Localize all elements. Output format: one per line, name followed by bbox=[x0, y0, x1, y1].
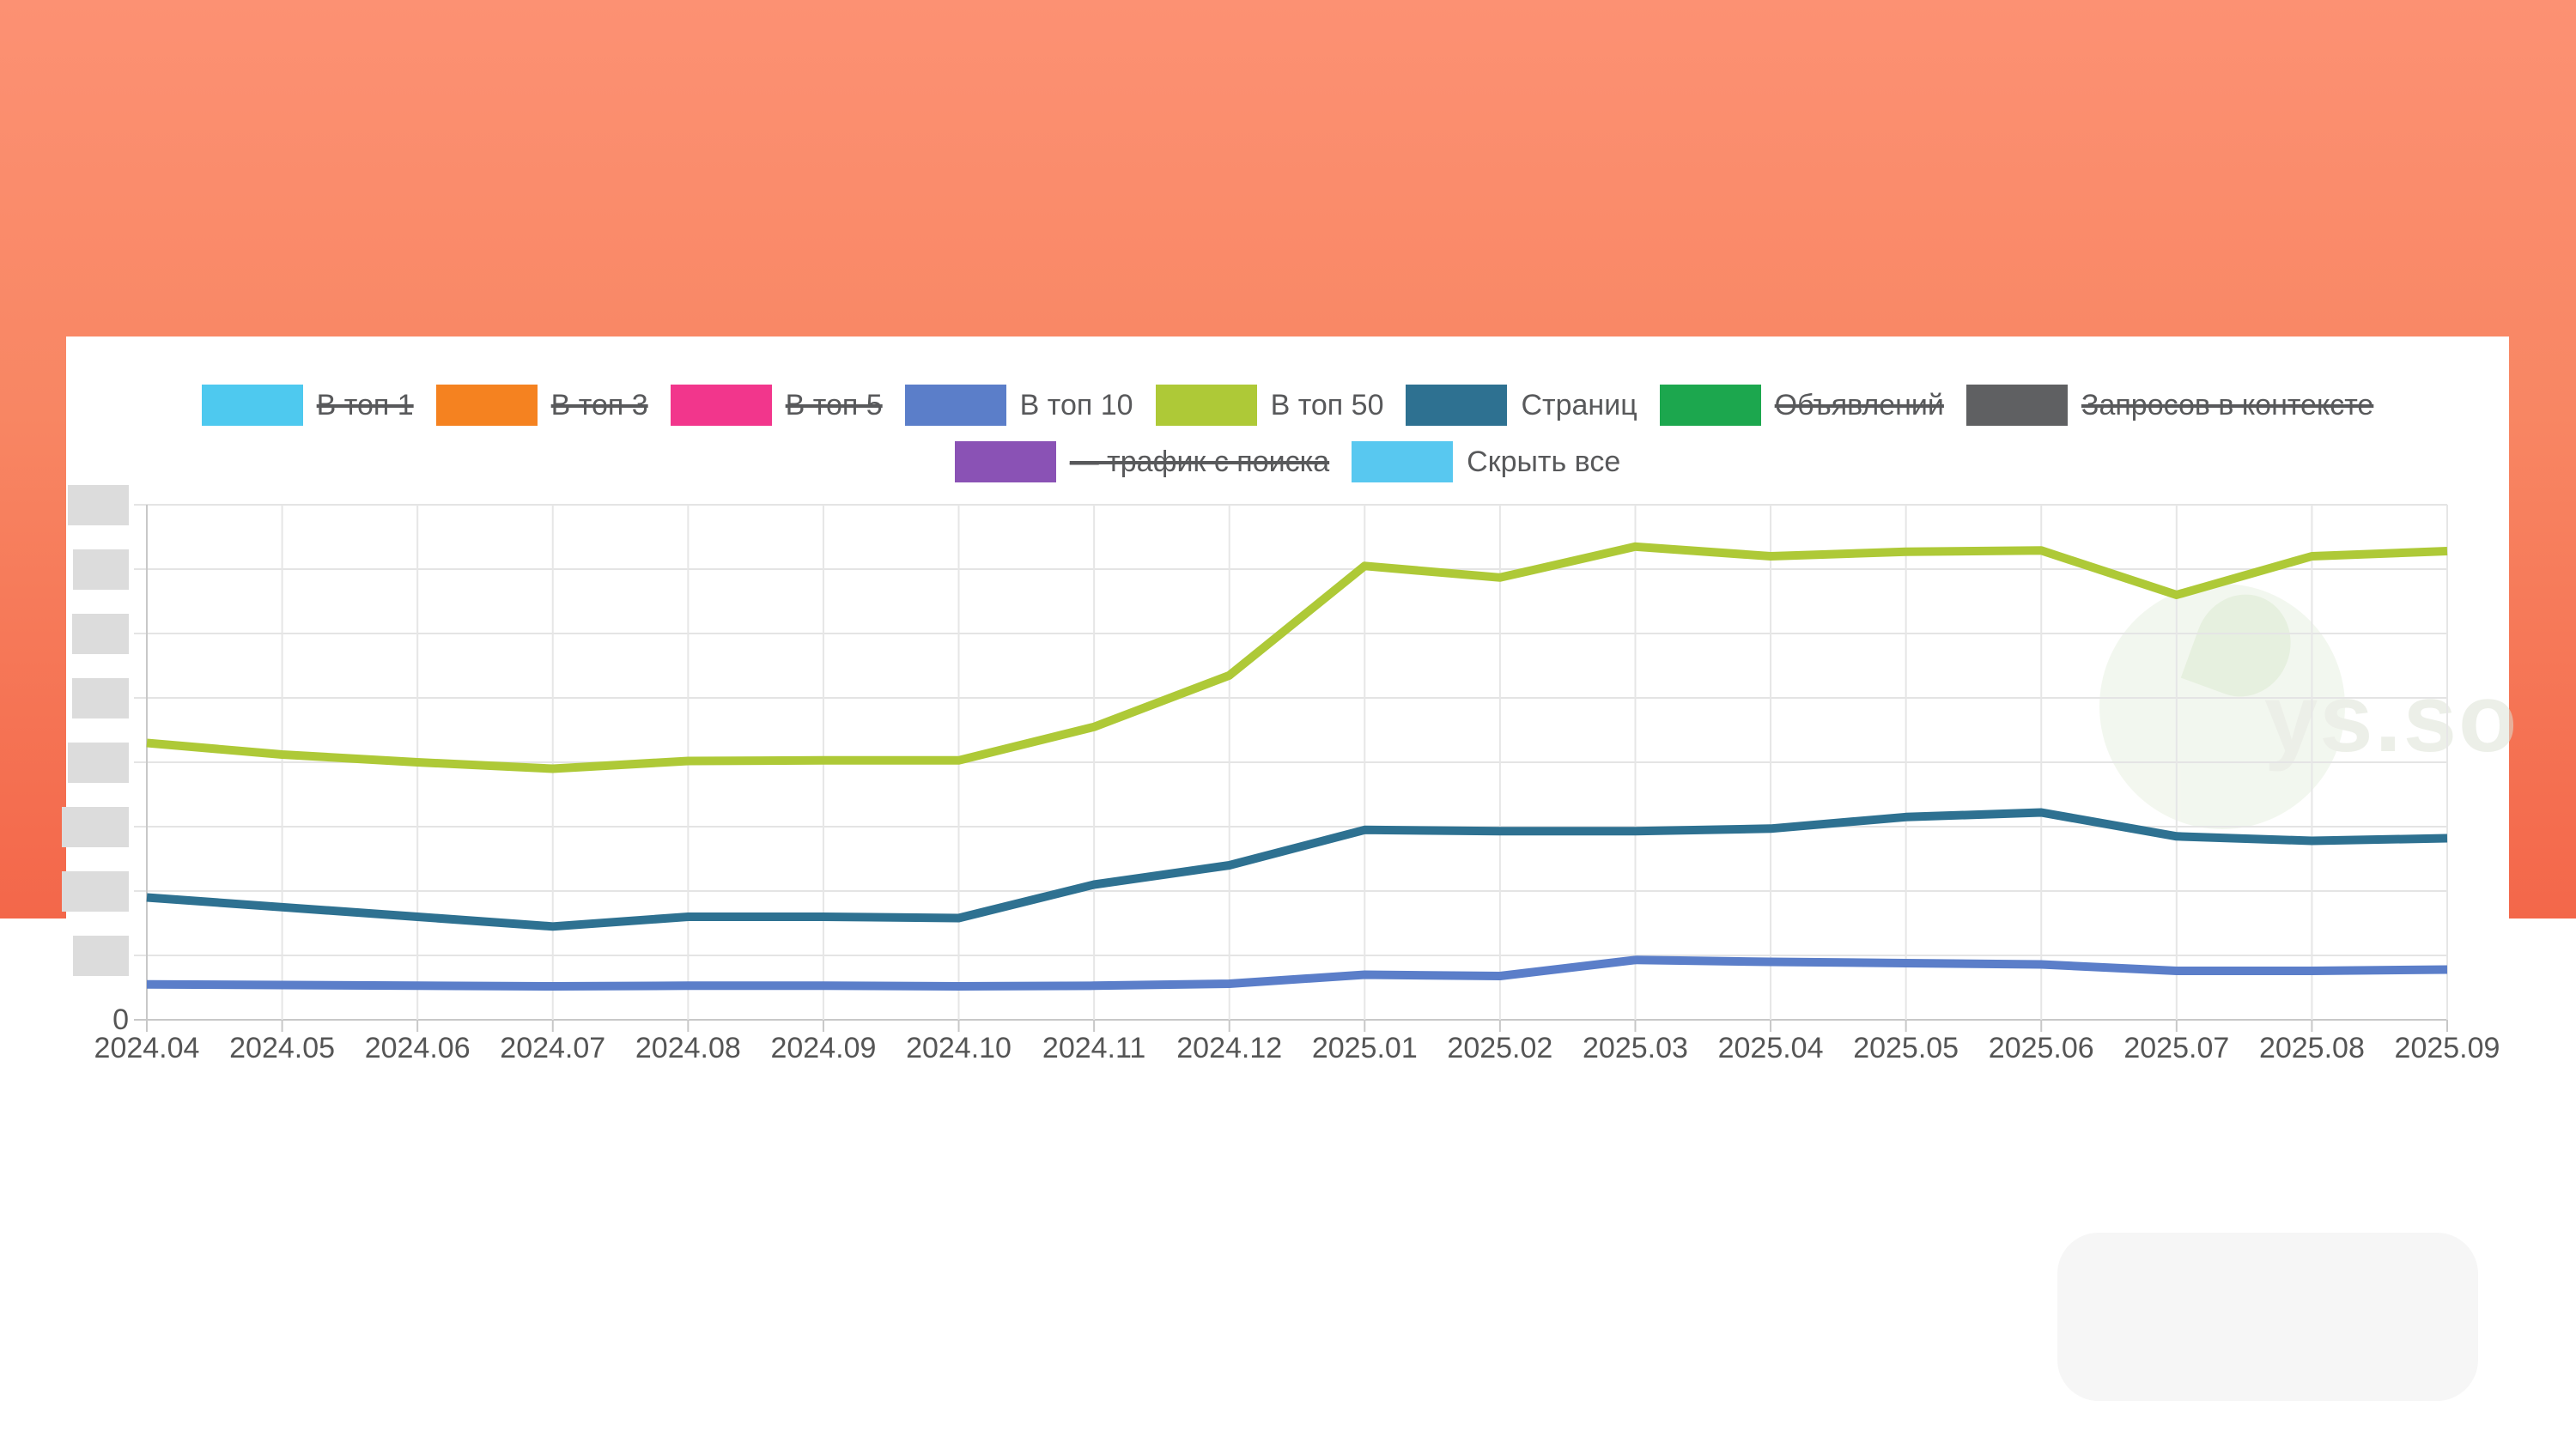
redacted-y-tick-label bbox=[73, 549, 129, 590]
x-axis-label: 2024.06 bbox=[364, 1032, 471, 1064]
x-axis-label: 2025.06 bbox=[1988, 1032, 2094, 1064]
legend-label: Страниц bbox=[1521, 389, 1637, 421]
legend-swatch bbox=[1155, 385, 1257, 426]
legend-label: Объявлений bbox=[1774, 389, 1944, 421]
series-line-в-топ-10 bbox=[146, 955, 2448, 991]
bottom-right-ghost-card bbox=[2057, 1233, 2478, 1401]
legend-label: В топ 1 bbox=[316, 389, 414, 421]
series-line-страниц bbox=[146, 808, 2448, 931]
legend-label: В топ 50 bbox=[1270, 389, 1384, 421]
x-axis-label: 2024.04 bbox=[94, 1032, 200, 1064]
legend-label: Запросов в контексте bbox=[2081, 389, 2374, 421]
redacted-y-tick-label bbox=[73, 936, 129, 976]
chart-legend-row-1: В топ 1 В топ 3 В топ 5 В топ 10 В топ 50 Стр… bbox=[66, 385, 2509, 426]
x-axis-label: 2025.03 bbox=[1583, 1032, 1688, 1064]
legend-item-трафик-с-поиска[interactable]: — трафик с поиска bbox=[954, 441, 1330, 482]
x-axis-label: 2024.12 bbox=[1176, 1032, 1283, 1064]
series-line-в-топ-50 bbox=[146, 542, 2448, 773]
redacted-y-tick-label bbox=[72, 678, 129, 718]
legend-item-в-топ-5[interactable]: В топ 5 bbox=[670, 385, 883, 426]
legend-item-скрыть-все[interactable]: Скрыть все bbox=[1352, 441, 1620, 482]
x-axis-label: 2024.08 bbox=[635, 1032, 741, 1064]
x-axis-label: 2025.04 bbox=[1717, 1032, 1824, 1064]
legend-swatch bbox=[670, 385, 772, 426]
redacted-y-tick-label bbox=[62, 871, 129, 912]
redacted-y-tick-label bbox=[72, 614, 129, 654]
x-axis-label: 2024.11 bbox=[1042, 1032, 1146, 1064]
chart-panel: В топ 1 В топ 3 В топ 5 В топ 10 В топ 50 Стр… bbox=[62, 336, 2517, 1084]
x-axis-label: 2024.09 bbox=[770, 1032, 877, 1064]
legend-swatch bbox=[954, 441, 1056, 482]
line-chart-plot-area bbox=[134, 504, 2448, 1032]
x-axis-labels: 2024.04 2024.05 2024.06 2024.07 2024.08 2024.… bbox=[66, 1032, 2509, 1071]
legend-swatch bbox=[1659, 385, 1761, 426]
redacted-y-tick-label bbox=[62, 807, 129, 847]
legend-label: Скрыть все bbox=[1467, 446, 1621, 478]
legend-label: В топ 5 bbox=[785, 389, 883, 421]
legend-item-в-топ-3[interactable]: В топ 3 bbox=[435, 385, 648, 426]
x-axis-label: 2025.07 bbox=[2123, 1032, 2230, 1064]
x-axis-label: 2025.05 bbox=[1853, 1032, 1959, 1064]
x-axis-label: 2025.01 bbox=[1311, 1032, 1418, 1064]
legend-item-в-топ-1[interactable]: В топ 1 bbox=[201, 385, 414, 426]
legend-label: — трафик с поиска bbox=[1069, 446, 1330, 478]
x-axis-label: 2024.05 bbox=[229, 1032, 336, 1064]
legend-label: В топ 3 bbox=[550, 389, 648, 421]
redacted-y-tick-label bbox=[68, 485, 129, 525]
chart-legend-row-2: — трафик с поиска Скрыть все bbox=[66, 441, 2509, 482]
legend-item-страниц[interactable]: Страниц bbox=[1406, 385, 1637, 426]
legend-item-в-топ-50[interactable]: В топ 50 bbox=[1155, 385, 1384, 426]
legend-item-в-топ-10[interactable]: В топ 10 bbox=[904, 385, 1133, 426]
redacted-y-tick-label bbox=[68, 743, 129, 783]
legend-swatch bbox=[904, 385, 1006, 426]
legend-swatch bbox=[1406, 385, 1508, 426]
legend-swatch bbox=[1352, 441, 1454, 482]
y-axis-origin-label: 0 bbox=[112, 1003, 129, 1036]
legend-swatch bbox=[201, 385, 303, 426]
x-axis-label: 2025.02 bbox=[1447, 1032, 1553, 1064]
legend-item-запросов-в-контексте[interactable]: Запросов в контексте bbox=[1965, 385, 2374, 426]
legend-label: В топ 10 bbox=[1019, 389, 1133, 421]
legend-swatch bbox=[435, 385, 538, 426]
x-axis-label: 2024.07 bbox=[500, 1032, 606, 1064]
legend-swatch bbox=[1965, 385, 2068, 426]
x-axis-label: 2025.09 bbox=[2394, 1032, 2500, 1064]
legend-item-объявлений[interactable]: Объявлений bbox=[1659, 385, 1944, 426]
x-axis-label: 2025.08 bbox=[2258, 1032, 2365, 1064]
x-axis-label: 2024.10 bbox=[906, 1032, 1012, 1064]
